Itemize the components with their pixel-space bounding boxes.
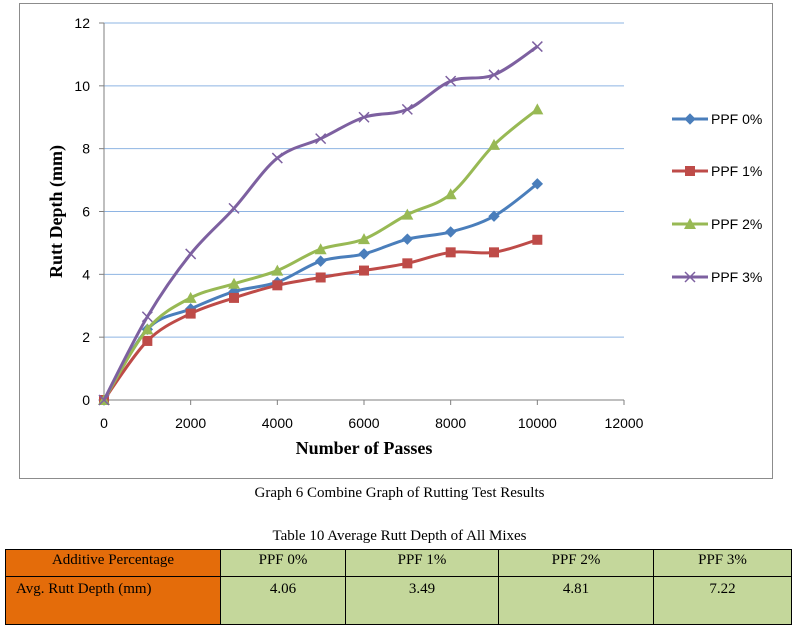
legend-marker <box>684 113 696 125</box>
y-tick-label: 10 <box>74 78 90 94</box>
legend-label: PPF 2% <box>711 216 762 232</box>
legend-marker <box>685 166 695 176</box>
data-point <box>359 265 369 276</box>
data-point <box>272 280 283 291</box>
data-point <box>271 152 283 164</box>
legend-item: PPF 3% <box>672 269 762 285</box>
data-point <box>185 248 197 260</box>
legend-label: PPF 3% <box>711 269 762 285</box>
data-point <box>401 233 414 245</box>
data-point <box>444 188 457 200</box>
data-point <box>401 208 414 220</box>
table-cell: 4.81 <box>498 576 654 625</box>
x-tick-label: 6000 <box>348 415 379 431</box>
data-point <box>228 277 240 289</box>
data-point <box>98 394 110 406</box>
data-point <box>358 248 370 260</box>
table-header-row: Additive Percentage PPF 0% PPF 1% PPF 2%… <box>5 549 792 577</box>
table-cell: 4.06 <box>220 576 346 625</box>
data-point <box>358 111 370 123</box>
series-ppf-3- <box>98 41 543 406</box>
table-column-header: PPF 3% <box>653 549 792 577</box>
y-tick-label: 4 <box>82 266 90 282</box>
data-point <box>184 291 197 303</box>
data-point <box>271 264 284 276</box>
rut-depth-table: Additive Percentage PPF 0% PPF 1% PPF 2%… <box>5 549 792 625</box>
data-point <box>358 233 370 245</box>
table-column-header: PPF 0% <box>220 549 346 577</box>
data-point <box>142 335 153 346</box>
y-axis-label: Rutt Depth (mm) <box>46 145 67 278</box>
data-point <box>532 234 543 245</box>
data-point <box>315 133 327 145</box>
legend-label: PPF 0% <box>711 111 762 127</box>
y-tick-label: 12 <box>74 15 90 31</box>
data-point <box>402 258 413 269</box>
legend-item: PPF 2% <box>672 216 762 232</box>
table-column-header: PPF 1% <box>345 549 499 577</box>
series-ppf-1- <box>99 234 543 405</box>
x-tick-label: 4000 <box>262 415 293 431</box>
x-tick-label: 8000 <box>435 415 466 431</box>
table-row-label: Avg. Rutt Depth (mm) <box>5 576 221 625</box>
data-point <box>488 210 500 222</box>
x-tick-label: 10000 <box>518 415 557 431</box>
series-line <box>102 182 539 401</box>
x-tick-label: 0 <box>100 415 108 431</box>
data-point <box>315 272 326 283</box>
data-point <box>314 255 327 267</box>
legend-marker <box>684 218 696 229</box>
legend-label: PPF 1% <box>711 163 762 179</box>
x-tick-label: 2000 <box>175 415 206 431</box>
rutting-line-chart: 0 2 4 6 8 10 12 0 2000 4000 6000 8000 10000 12000 Numb… <box>46 15 762 458</box>
series-line <box>102 108 539 401</box>
series-line <box>102 45 539 401</box>
x-axis-label: Number of Passes <box>296 438 433 458</box>
y-tick-label: 6 <box>82 204 90 220</box>
table-caption: Table 10 Average Rutt Depth of All Mixes <box>272 528 527 544</box>
data-point <box>141 323 154 335</box>
data-point <box>444 226 457 238</box>
graph-caption: Graph 6 Combine Graph of Rutting Test Re… <box>254 485 545 501</box>
data-point <box>531 41 543 53</box>
data-point <box>185 308 196 319</box>
data-point <box>401 103 413 115</box>
table-column-header: PPF 2% <box>498 549 654 577</box>
legend-marker <box>684 271 696 283</box>
table-header-label: Additive Percentage <box>5 549 221 577</box>
legend-item: PPF 1% <box>672 163 762 179</box>
table-cell: 3.49 <box>345 576 499 625</box>
table-cell: 7.22 <box>653 576 792 625</box>
table-row: Avg. Rutt Depth (mm) 4.06 3.49 4.81 7.22 <box>5 576 792 625</box>
data-point <box>445 75 457 87</box>
data-point <box>531 178 544 190</box>
series-ppf-0- <box>98 178 544 406</box>
data-point <box>445 247 456 258</box>
legend-item: PPF 0% <box>672 111 762 127</box>
data-point <box>531 103 544 115</box>
data-point <box>228 202 240 214</box>
x-tick-label: 12000 <box>605 415 644 431</box>
data-point <box>488 69 500 81</box>
data-point <box>489 247 499 258</box>
data-point <box>488 138 500 150</box>
y-tick-label: 0 <box>82 392 90 408</box>
data-point <box>229 292 239 303</box>
data-point <box>314 243 327 255</box>
data-point <box>141 311 153 323</box>
y-tick-label: 8 <box>82 141 90 157</box>
y-tick-label: 2 <box>82 329 90 345</box>
